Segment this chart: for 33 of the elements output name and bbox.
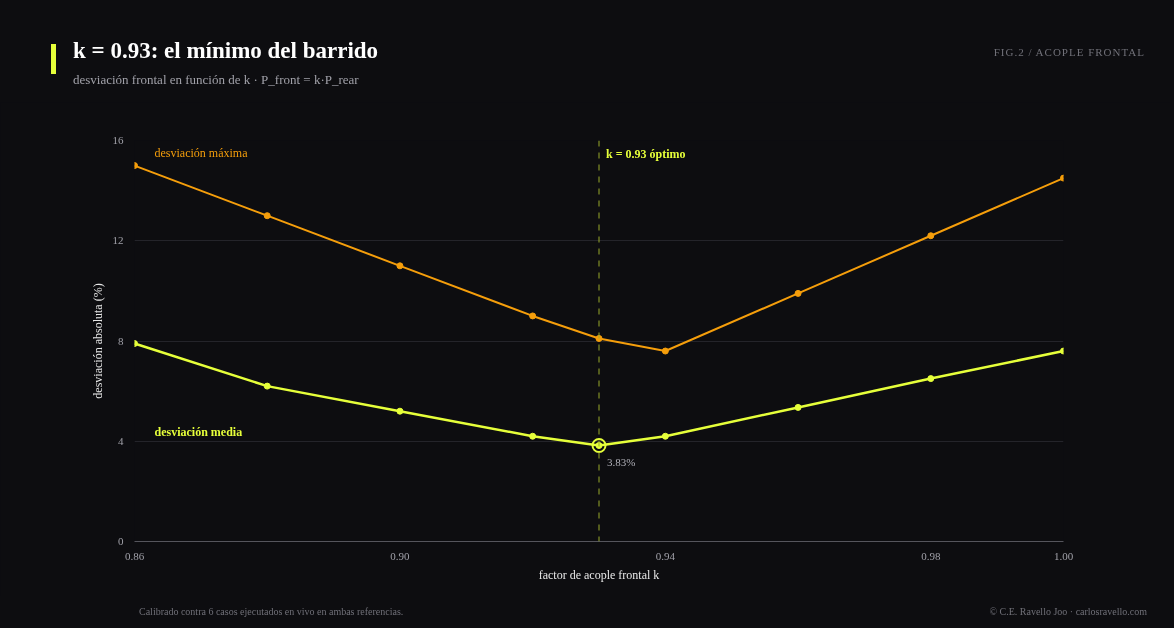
x-tick-label: 1.00	[1053, 549, 1074, 562]
y-tick-label: 8	[118, 334, 124, 347]
point	[396, 262, 404, 270]
y-tick-label: 12	[112, 234, 124, 247]
x-tick-label: 0.98	[921, 549, 941, 562]
point	[794, 289, 802, 297]
x-tick-label: 0.94	[655, 549, 676, 562]
text: desviación media	[154, 424, 243, 439]
annotation: 3.83%	[607, 455, 636, 468]
series-label: desviación máxima	[154, 145, 249, 160]
y-axis-title: desviación absoluta (%)	[90, 283, 105, 399]
y-tick-label: 4	[118, 434, 124, 447]
ref-line-label: k = 0.93 óptimo	[606, 146, 686, 161]
text: Calibrado contra 6 casos ejecutados en vivo en ambas referencias.	[139, 605, 404, 619]
point	[263, 212, 271, 220]
text: © C.E. Ravello Joo · carlosravello.com	[989, 605, 1147, 619]
x-tick-label: 0.90	[390, 549, 411, 562]
point	[661, 432, 669, 440]
point	[927, 232, 935, 240]
x-tick-label: 0.86	[124, 549, 145, 562]
point	[661, 347, 669, 355]
y-tick-label: 16	[112, 134, 124, 146]
y-tick-label: 0	[118, 535, 124, 547]
chart-title: k = 0.93: el mínimo del barrido	[73, 37, 379, 65]
point	[396, 407, 404, 415]
point	[263, 382, 271, 390]
chart-subtitle: desviación frontal en función de k · P_front = k·P_rear	[73, 71, 359, 89]
point	[529, 432, 537, 440]
x-axis-title: factor de acople frontal k	[538, 567, 660, 582]
point	[927, 375, 935, 383]
point	[529, 312, 537, 320]
point	[794, 403, 802, 411]
caption: FIG.2 / ACOPLE FRONTAL	[993, 45, 1145, 60]
